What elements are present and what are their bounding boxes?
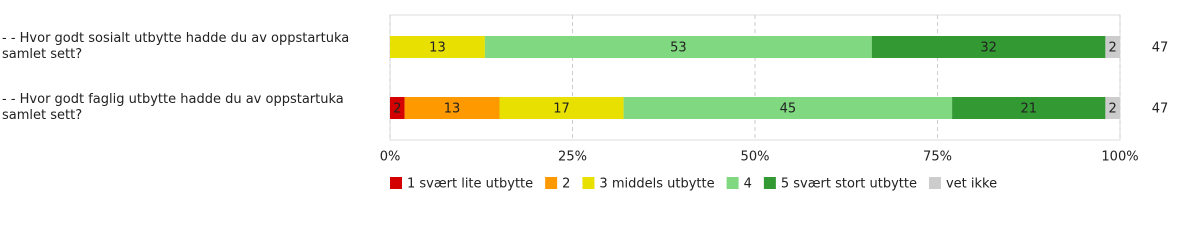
bar-segment <box>484 36 872 58</box>
x-tick-label: 0% <box>380 150 401 165</box>
bar-segment <box>952 97 1106 119</box>
bar-segment <box>404 97 500 119</box>
data-label: 32 <box>980 41 997 56</box>
data-label: 45 <box>780 102 797 117</box>
legend-label: 4 <box>744 177 752 192</box>
x-tick-label: 25% <box>558 150 587 165</box>
legend-swatch <box>928 177 941 189</box>
bar-segment <box>390 36 485 58</box>
data-label: 13 <box>429 41 446 56</box>
data-label: 2 <box>393 102 401 117</box>
bar-segment <box>623 97 953 119</box>
legend-label: 3 middels utbytte <box>599 177 714 192</box>
legend-label: vet ikke <box>946 177 997 192</box>
bar-segment <box>871 36 1106 58</box>
count-label: 47 <box>1152 41 1169 56</box>
bar-segment <box>499 97 624 119</box>
data-label: 2 <box>1109 102 1117 117</box>
x-tick-label: 100% <box>1101 150 1138 165</box>
x-tick-label: 50% <box>741 150 770 165</box>
data-label: 53 <box>670 41 687 56</box>
legend-swatch <box>582 177 595 189</box>
legend-swatch <box>763 177 776 189</box>
data-label: 21 <box>1020 102 1037 117</box>
data-label: 17 <box>553 102 570 117</box>
legend-label: 2 <box>562 177 570 192</box>
count-label: 47 <box>1152 102 1169 117</box>
legend-swatch <box>545 177 558 189</box>
chart: 0% 25% 50% 75% 100% 13 53 32 2 47 2 13 17 45 21 2 47 1 sv… <box>380 14 1169 192</box>
category-label: - - Hvor godt sosialt utbytte hadde du a… <box>2 31 350 62</box>
bar-segment <box>390 97 405 119</box>
data-label: 2 <box>1109 41 1117 56</box>
legend-label: 5 svært stort utbytte <box>781 177 917 192</box>
x-tick-label: 75% <box>923 150 952 165</box>
data-label: 13 <box>444 102 461 117</box>
legend-swatch <box>726 177 739 189</box>
legend-swatch <box>390 177 402 189</box>
bar-segment <box>1105 36 1120 58</box>
bar-segment <box>1105 97 1120 119</box>
page: {"chart_data": {"type": "stacked-bar-hor… <box>2 14 1169 192</box>
category-label: - - Hvor godt faglig utbytte hadde du av… <box>2 92 344 123</box>
legend-label: 1 svært lite utbytte <box>407 177 533 192</box>
